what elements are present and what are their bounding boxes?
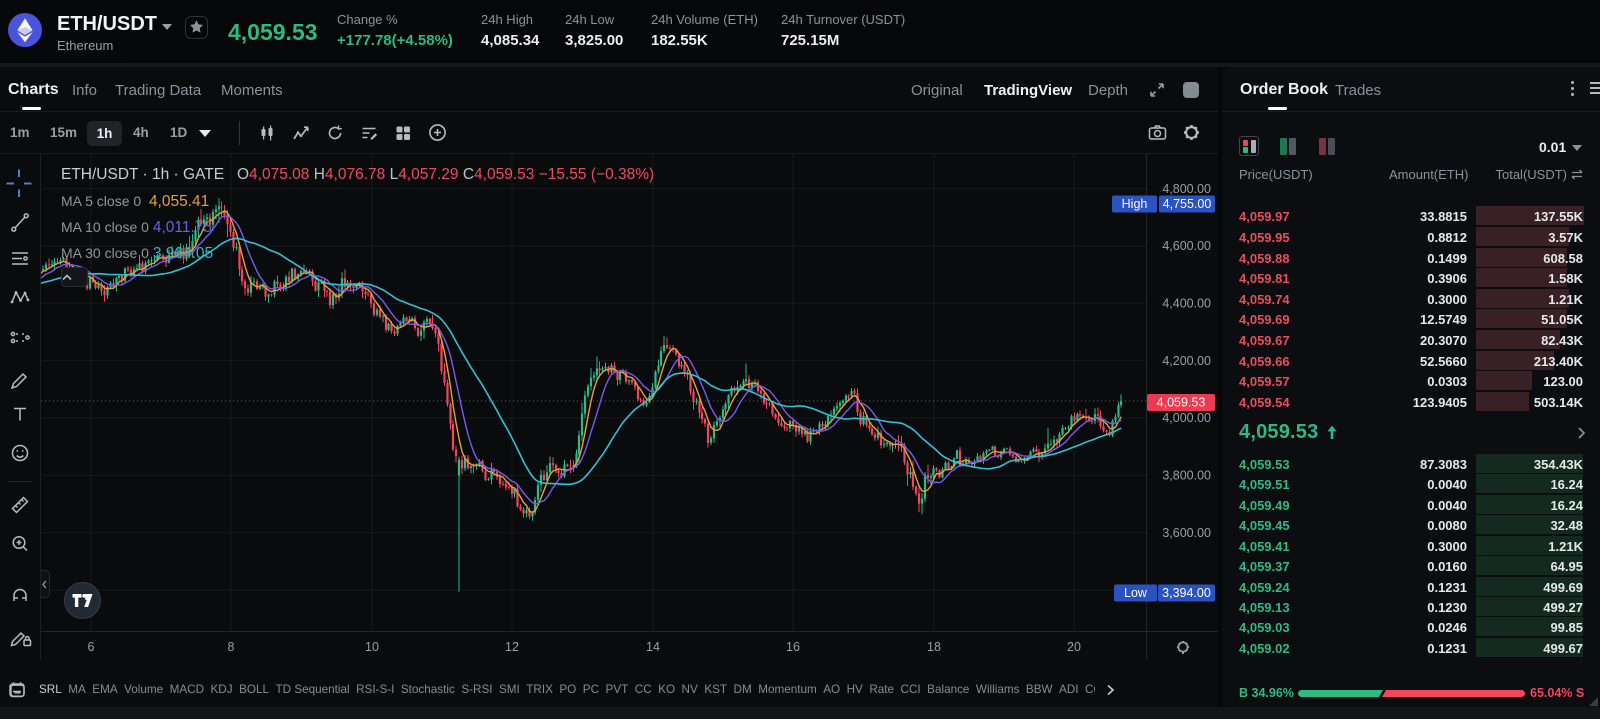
svg-text:4,600.00: 4,600.00 <box>1162 239 1211 253</box>
svg-text:20: 20 <box>1067 640 1081 654</box>
svg-text:4,059.53: 4,059.53 <box>1157 396 1206 410</box>
svg-text:12: 12 <box>505 640 519 654</box>
svg-text:16: 16 <box>786 640 800 654</box>
svg-text:18: 18 <box>927 640 941 654</box>
svg-text:High: High <box>1122 197 1148 211</box>
svg-text:6: 6 <box>88 640 95 654</box>
svg-text:3,600.00: 3,600.00 <box>1162 526 1211 540</box>
svg-text:10: 10 <box>365 640 379 654</box>
svg-text:8: 8 <box>228 640 235 654</box>
svg-text:3,800.00: 3,800.00 <box>1162 469 1211 483</box>
svg-text:4,400.00: 4,400.00 <box>1162 297 1211 311</box>
svg-text:Low: Low <box>1124 586 1148 600</box>
svg-text:3,394.00: 3,394.00 <box>1162 586 1211 600</box>
svg-text:4,755.00: 4,755.00 <box>1163 197 1212 211</box>
svg-text:4,000.00: 4,000.00 <box>1162 411 1211 425</box>
svg-text:4,200.00: 4,200.00 <box>1162 354 1211 368</box>
svg-text:4,800.00: 4,800.00 <box>1162 182 1211 196</box>
svg-text:14: 14 <box>646 640 660 654</box>
